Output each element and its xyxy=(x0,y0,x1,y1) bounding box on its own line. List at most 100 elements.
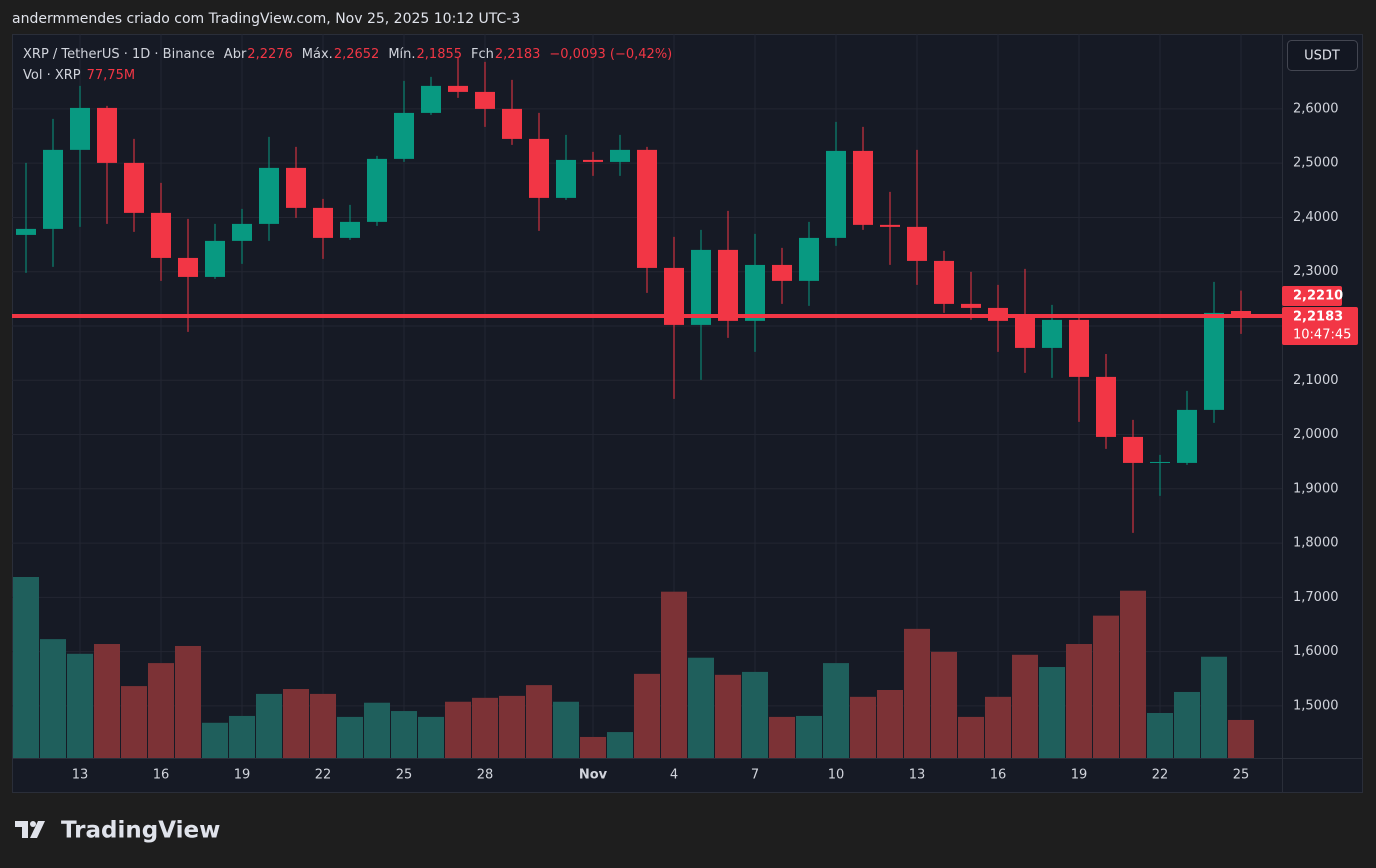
x-tick-label: 25 xyxy=(396,768,413,783)
volume-bar xyxy=(283,689,309,758)
currency-button[interactable] xyxy=(1287,40,1358,71)
candle-body xyxy=(97,107,117,163)
volume-bar xyxy=(850,696,876,758)
volume-bar xyxy=(1039,667,1065,758)
candle-body xyxy=(880,224,900,227)
y-tick-label: 2,1000 xyxy=(1293,373,1339,388)
candle-body xyxy=(691,249,711,325)
candle-body xyxy=(43,149,63,229)
candle-body xyxy=(664,267,684,325)
volume-bar xyxy=(337,716,363,758)
candle-body xyxy=(394,112,414,159)
candle-body xyxy=(1096,376,1116,437)
candle-body xyxy=(1204,312,1224,410)
volume-bar xyxy=(1012,654,1038,758)
candle-body xyxy=(1231,311,1251,317)
volume-bar xyxy=(769,716,795,758)
candle-body xyxy=(1015,317,1035,348)
candle-body xyxy=(313,207,333,238)
candle-body xyxy=(124,162,144,213)
open-value: 2,2276 xyxy=(247,47,293,62)
y-tick-label: 1,5000 xyxy=(1293,698,1339,713)
volume-bar xyxy=(202,722,228,758)
volume-bar xyxy=(1120,590,1146,758)
volume-bar xyxy=(607,732,633,758)
symbol: XRP / TetherUS · 1D · Binance xyxy=(23,47,215,62)
volume-bar xyxy=(985,696,1011,758)
volume-bar xyxy=(634,673,660,758)
high-value: 2,2652 xyxy=(333,47,380,62)
candle-body xyxy=(907,226,927,261)
volume-bar xyxy=(931,651,957,758)
y-tick-label: 2,5000 xyxy=(1293,156,1339,171)
x-tick-label: 13 xyxy=(909,768,926,783)
x-tick-label: 4 xyxy=(670,768,678,783)
volume-bar xyxy=(553,701,579,758)
candle-body xyxy=(259,167,279,224)
x-tick-label: 16 xyxy=(990,768,1007,783)
countdown: 10:47:45 xyxy=(1293,328,1351,343)
close-value: 2,2183 xyxy=(494,47,541,62)
candle-body xyxy=(16,228,36,235)
y-tick-label: 2,4000 xyxy=(1293,210,1339,225)
candle-body xyxy=(529,138,549,198)
volume-bar xyxy=(958,716,984,758)
volume-bar xyxy=(472,697,498,758)
x-tick-label: 22 xyxy=(315,768,332,783)
volume-bar xyxy=(688,657,714,758)
volume-bar xyxy=(877,690,903,758)
candle-body xyxy=(1123,436,1143,463)
volume-bar xyxy=(256,693,282,758)
volume-bar xyxy=(364,702,390,758)
logo xyxy=(15,821,45,838)
candle-body xyxy=(421,85,441,113)
y-tick-label: 1,6000 xyxy=(1293,644,1339,659)
currency-label: USDT xyxy=(1304,49,1340,64)
candle-body xyxy=(448,85,468,92)
volume-bar xyxy=(1201,656,1227,758)
volume-bar xyxy=(175,645,201,758)
price-badge-label: 2,2210 xyxy=(1293,289,1343,304)
volume-bar xyxy=(391,711,417,758)
volume-bar xyxy=(310,693,336,758)
volume-bar xyxy=(904,628,930,758)
candle-body xyxy=(151,212,171,258)
volume-bar xyxy=(148,663,174,758)
y-tick-label: 1,8000 xyxy=(1293,536,1339,551)
legend: XRP / TetherUS · 1D · Binance Abr2,2276 Má… xyxy=(23,44,681,86)
candle-body xyxy=(178,257,198,277)
x-tick-label: 25 xyxy=(1233,768,1250,783)
volume-bar xyxy=(1228,719,1254,758)
candle-body xyxy=(772,264,792,281)
x-tick-label: 19 xyxy=(1071,768,1088,783)
header: andermmendes criado com TradingView.com,… xyxy=(12,11,520,27)
y-tick-label: 1,7000 xyxy=(1293,590,1339,605)
candle-body xyxy=(205,240,225,277)
x-tick-label: 13 xyxy=(72,768,89,783)
volume-value: 77,75M xyxy=(86,68,136,83)
y-tick-label: 2,0000 xyxy=(1293,427,1339,442)
legend-volume-row: Vol · XRP 77,75M xyxy=(23,65,681,86)
x-tick-label: 28 xyxy=(477,768,494,783)
volume-bar xyxy=(742,671,768,758)
low-label: Mín. xyxy=(388,47,416,62)
y-tick-label: 1,9000 xyxy=(1293,481,1339,496)
volume-bar xyxy=(13,577,39,758)
candle-body xyxy=(70,107,90,150)
volume-bar xyxy=(418,716,444,758)
volume-label: Vol · XRP xyxy=(23,68,81,83)
candle-body xyxy=(475,91,495,109)
volume-bar xyxy=(796,715,822,758)
volume-bar xyxy=(1174,691,1200,758)
volume-bar xyxy=(94,644,120,758)
x-tick-label: 16 xyxy=(153,768,170,783)
candle-body xyxy=(286,167,306,208)
volume-bar xyxy=(67,653,93,758)
volume-bar xyxy=(499,695,525,758)
x-tick-label: 10 xyxy=(828,768,845,783)
volume-bar xyxy=(580,736,606,758)
candle-body xyxy=(745,264,765,321)
price-badge xyxy=(1282,286,1342,307)
